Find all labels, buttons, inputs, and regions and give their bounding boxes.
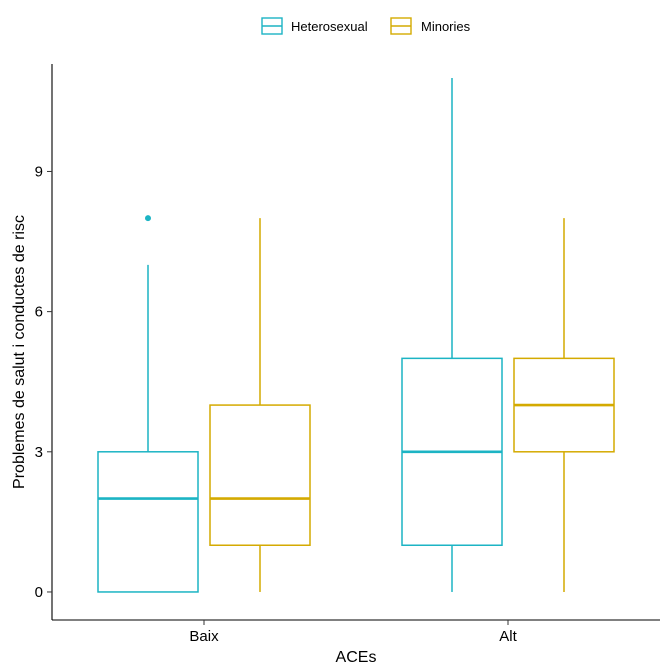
box-minories-alt <box>513 218 615 592</box>
y-tick-label: 6 <box>35 304 43 321</box>
legend-key-heterosexual <box>261 17 283 35</box>
x-axis-title: ACEs <box>336 649 377 666</box>
box-heterosexual-alt <box>401 78 503 592</box>
x-axis: Baix Alt <box>52 619 660 645</box>
legend: Heterosexual Minories <box>261 17 471 35</box>
x-tick-label: Baix <box>189 628 219 645</box>
box-body <box>209 404 311 546</box>
box-heterosexual-baix <box>97 215 199 593</box>
legend-label: Heterosexual <box>291 19 368 34</box>
outlier-point <box>145 215 151 222</box>
y-tick-label: 0 <box>35 584 43 601</box>
legend-key-minories <box>390 17 412 35</box>
plot-area <box>97 78 615 593</box>
y-axis: 0 3 6 9 <box>35 64 53 620</box>
legend-label: Minories <box>421 19 471 34</box>
x-tick-label: Alt <box>499 628 517 645</box>
y-axis-title: Problemes de salut i conductes de risc <box>11 215 28 489</box>
y-tick-label: 3 <box>35 444 43 461</box>
y-tick-label: 9 <box>35 163 43 180</box>
box-body <box>97 451 199 593</box>
box-minories-baix <box>209 218 311 592</box>
